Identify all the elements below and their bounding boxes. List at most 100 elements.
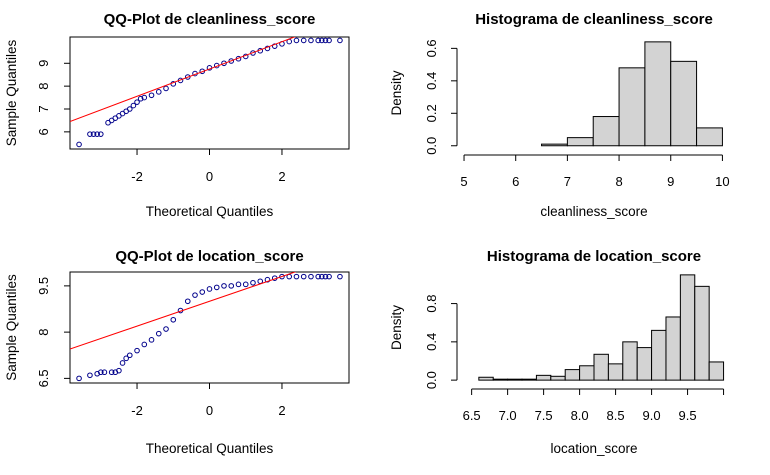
- qq1-xtick-label-2: 2: [278, 169, 285, 184]
- qq2-point-19: [192, 292, 198, 298]
- qq2-xtick-label-1: 0: [206, 403, 213, 418]
- hist1-xtick-label-1: 6: [512, 174, 519, 189]
- qq1-point-1: [87, 131, 93, 137]
- qq2-xlabel: Theoretical Quantiles: [146, 441, 274, 456]
- hist1-ytick-label-2: 0.4: [424, 72, 439, 90]
- qq1-ytick-label-1: 7: [36, 105, 51, 112]
- qq2-point-18: [184, 298, 191, 305]
- hist2-bar-4: [535, 374, 552, 381]
- hist1-title: Histograma de cleanliness_score: [475, 11, 713, 28]
- qq2-ytick-label-2: 9.5: [36, 277, 51, 295]
- qq2-plot-area: [70, 272, 343, 382]
- hist1-xtick-label-5: 10: [715, 174, 729, 189]
- hist2-bar-3: [521, 378, 537, 381]
- qq2-point-11: [134, 347, 140, 354]
- qq2-point-5: [108, 369, 115, 376]
- qq1-panel: QQ-Plot de cleanliness_score Theoretical …: [4, 11, 350, 219]
- qq1-xtick-label-0: -2: [131, 169, 143, 184]
- qq2-point-21: [206, 286, 213, 292]
- hist2-xtick-label-3: 8.0: [571, 408, 589, 423]
- qq2-point-8: [119, 360, 126, 366]
- qq2-point-4: [101, 369, 108, 376]
- qq2-point-3: [97, 369, 104, 376]
- hist2-bar-7: [579, 365, 595, 381]
- qq2-ytick-label-1: 8: [36, 329, 51, 336]
- qq1-point-26: [221, 60, 227, 67]
- hist1-xtick-label-3: 8: [615, 174, 622, 189]
- qq1-point-3: [94, 131, 100, 137]
- hist2-bar-8: [593, 353, 609, 381]
- hist1-bar-5: [592, 116, 620, 147]
- hist2-xtick-label-0: 6.5: [463, 408, 481, 423]
- hist2-ytick-label-2: 0.8: [424, 295, 439, 313]
- qq2-point-27: [250, 279, 256, 286]
- hist2-bar-2: [507, 378, 523, 381]
- qq2-point-9: [123, 355, 129, 362]
- hist1-xtick-label-4: 9: [667, 174, 674, 189]
- qq1-point-17: [155, 89, 162, 95]
- qq1-reference-line: [70, 37, 296, 123]
- hist2-ylabel: Density: [389, 305, 404, 350]
- qq1-point-11: [126, 106, 133, 112]
- qq1-point-43: [337, 37, 343, 44]
- hist2-bar-12: [651, 329, 667, 381]
- qq2-point-38: [322, 273, 329, 280]
- hist2-xtick-label-6: 9.5: [679, 408, 697, 423]
- hist2-bar-5: [550, 375, 566, 381]
- hist2-xtick-label-1: 7.0: [499, 408, 517, 423]
- qq1-point-33: [271, 43, 278, 49]
- qq1-point-42: [326, 37, 332, 44]
- qq1-title: QQ-Plot de cleanliness_score: [104, 11, 316, 28]
- hist2-panel: Histograma de location_score location_sco…: [389, 248, 725, 456]
- hist2-xtick-label-4: 8.5: [607, 408, 625, 423]
- hist1-ytick-label-0: 0.0: [424, 137, 439, 155]
- hist1-ylabel: Density: [389, 70, 404, 115]
- hist1-bar-8: [670, 60, 698, 147]
- qq2-point-29: [264, 276, 271, 283]
- hist1-xtick-label-0: 5: [460, 174, 467, 189]
- hist2-ytick-label-0: 0.0: [424, 371, 439, 389]
- hist2-bar-11: [636, 347, 653, 381]
- qq1-point-4: [97, 131, 104, 137]
- hist2-bar-1: [492, 378, 509, 381]
- qq1-ytick-label-0: 6: [36, 128, 51, 135]
- hist2-bar-15: [694, 285, 710, 381]
- qq2-ylabel: Sample Quantiles: [4, 274, 19, 381]
- qq2-point-1: [87, 372, 93, 379]
- hist1-bar-7: [644, 41, 672, 147]
- qq2-ytick-label-0: 6.5: [36, 369, 51, 387]
- qq2-point-15: [163, 326, 169, 332]
- qq2-point-7: [116, 367, 122, 374]
- hist2-title: Histograma de location_score: [487, 248, 701, 265]
- qq2-point-31: [279, 273, 285, 280]
- qq2-point-25: [235, 281, 242, 288]
- qq1-ytick-label-3: 9: [36, 60, 51, 67]
- qq2-point-24: [228, 283, 235, 289]
- qq1-point-40: [319, 37, 325, 44]
- qq1-point-18: [163, 85, 169, 92]
- hist2-bar-9: [607, 363, 624, 381]
- qq1-point-13: [134, 99, 140, 105]
- qq2-point-20: [199, 289, 206, 295]
- hist1-bar-6: [618, 67, 646, 147]
- hist2-bar-10: [622, 341, 638, 381]
- qq1-point-37: [300, 37, 307, 44]
- hist2-bar-6: [564, 369, 581, 381]
- hist2-bar-14: [679, 274, 696, 381]
- qq2-point-34: [300, 273, 307, 280]
- qq2-point-37: [319, 273, 325, 280]
- hist1-ytick-label-3: 0.6: [424, 39, 439, 57]
- qq1-xtick-label-1: 0: [206, 169, 213, 184]
- qq2-panel: QQ-Plot de location_score Theoretical Qua…: [4, 248, 350, 456]
- hist1-xtick-label-2: 7: [564, 174, 571, 189]
- qq1-plot-area: [70, 37, 343, 148]
- hist2-bar-0: [478, 376, 494, 381]
- qq2-title: QQ-Plot de location_score: [115, 248, 303, 265]
- qq2-point-23: [221, 283, 227, 289]
- qq1-point-36: [293, 37, 300, 44]
- qq1-point-41: [322, 37, 329, 44]
- qq2-point-33: [293, 273, 300, 280]
- hist2-xtick-label-5: 9.0: [643, 408, 661, 423]
- qq1-point-12: [130, 102, 137, 109]
